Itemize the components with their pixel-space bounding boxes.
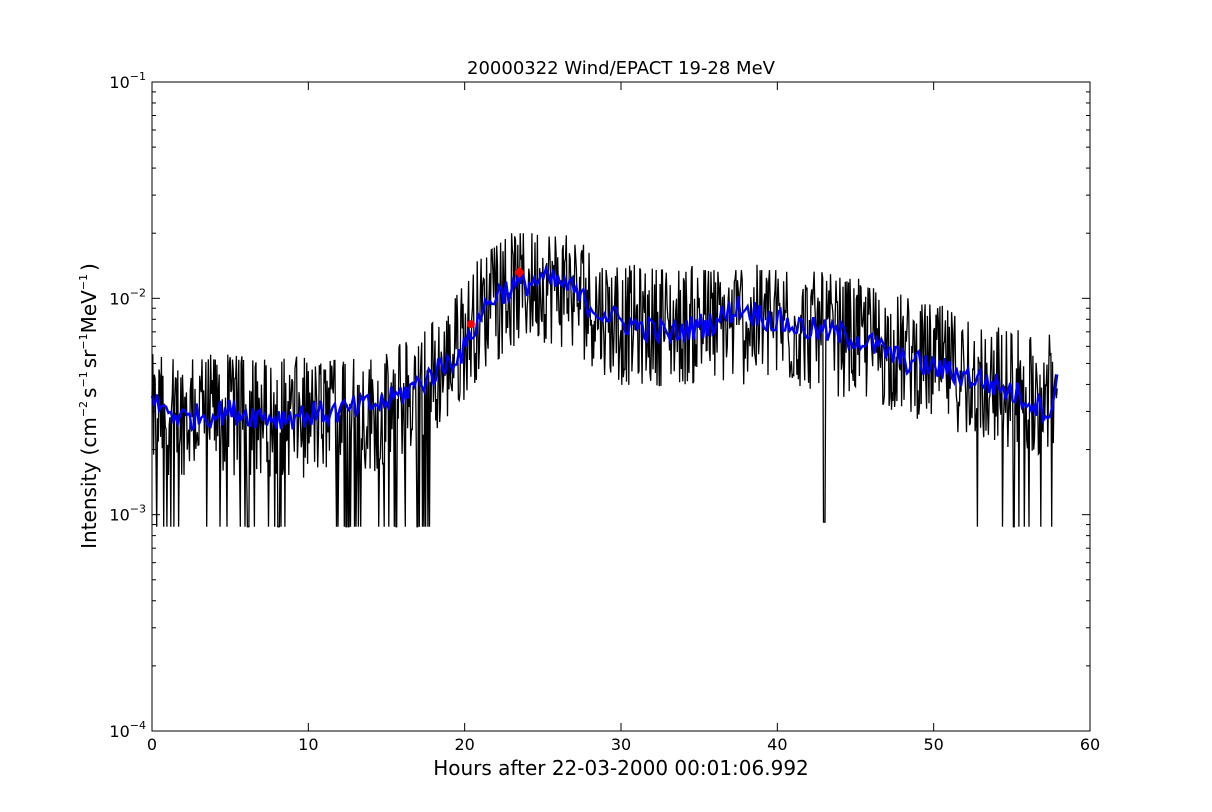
- x-tick-label: 60: [1080, 735, 1100, 754]
- y-label-s: s: [77, 388, 101, 398]
- y-label-prefix: Intensity (cm: [77, 417, 101, 549]
- x-tick-label: 10: [298, 735, 318, 754]
- plot-area: [150, 233, 1059, 528]
- y-label-mev: MeV: [77, 290, 101, 334]
- y-tick-label: 10−2: [109, 286, 146, 308]
- series-raw-line: [151, 233, 1058, 528]
- x-tick-label: 30: [611, 735, 631, 754]
- y-label-suffix: ): [77, 263, 101, 271]
- y-tick-exponent: −3: [130, 503, 146, 516]
- y-tick-base: 10: [109, 506, 129, 525]
- y-label-sr: sr: [77, 349, 101, 368]
- y-tick-base: 10: [109, 73, 129, 92]
- chart-title: 20000322 Wind/EPACT 19-28 MeV: [467, 58, 776, 79]
- y-tick-base: 10: [109, 289, 129, 308]
- y-tick-exponent: −4: [130, 719, 146, 732]
- x-tick-label: 20: [454, 735, 474, 754]
- y-label-exp-mev: −1: [77, 274, 90, 290]
- y-tick-label: 10−4: [109, 719, 146, 741]
- series-smoothed-line: [150, 263, 1059, 433]
- x-tick-label: 40: [767, 735, 787, 754]
- x-tick-label: 50: [923, 735, 943, 754]
- x-axis-label: Hours after 22-03-2000 00:01:06.992: [433, 756, 809, 780]
- y-label-exp-sr: −1: [77, 333, 90, 349]
- x-tick-label: 0: [147, 735, 157, 754]
- y-tick-label: 10−1: [109, 70, 146, 92]
- y-axis-label: Intensity (cm−2s−1sr−1MeV−1): [77, 263, 101, 549]
- y-tick-exponent: −1: [130, 70, 146, 83]
- y-tick-label: 10−3: [109, 503, 146, 525]
- marker-point-1: [466, 320, 475, 329]
- marker-point-2: [514, 266, 525, 279]
- y-label-exp-cm: −2: [77, 401, 90, 417]
- y-tick-base: 10: [109, 722, 129, 741]
- y-tick-exponent: −2: [130, 286, 146, 299]
- y-label-exp-s: −1: [77, 371, 90, 387]
